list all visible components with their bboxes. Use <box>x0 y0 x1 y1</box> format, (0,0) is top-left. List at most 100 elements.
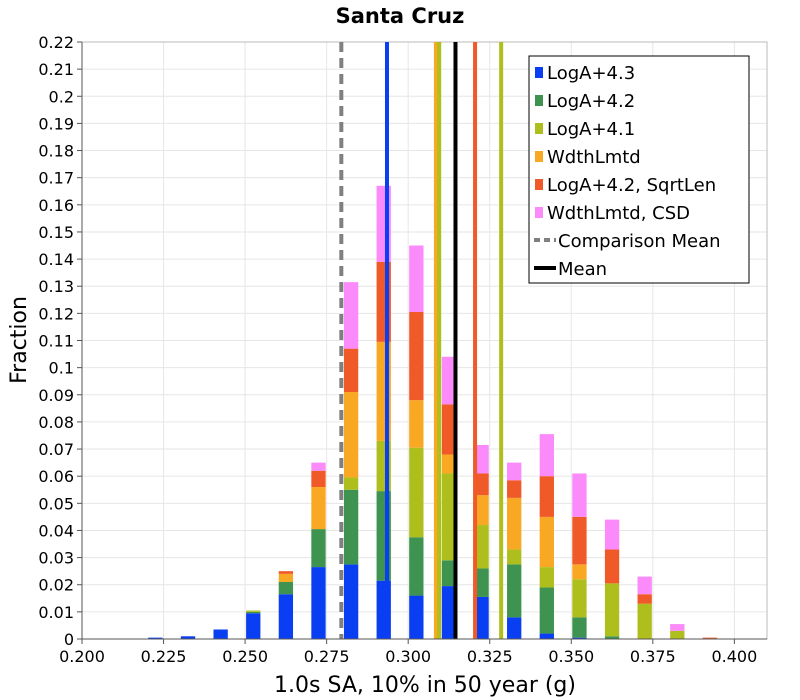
bar-loga-4-2-bin-14 <box>311 529 326 568</box>
y-tick-label-12: 0.12 <box>38 304 74 323</box>
bar-loga-4-1-bin-20 <box>409 447 424 538</box>
bar-loga-4-1-bin-28 <box>539 567 554 588</box>
bar-loga-4-2-bin-22 <box>441 560 457 587</box>
bar-loga-4-2-bin-16 <box>343 489 359 565</box>
y-tick-label-1: 0.01 <box>38 603 74 622</box>
bar-wdthlmtd-csd-bin-32 <box>604 519 620 550</box>
bar-wdthlmtd-csd-bin-36 <box>670 624 685 631</box>
bar-loga-4-2-sqrtlen-bin-30 <box>572 516 587 565</box>
bar-loga-4-2-bin-30 <box>572 617 587 638</box>
y-tick-label-8: 0.08 <box>38 413 74 432</box>
bar-loga-4-1-bin-34 <box>637 603 652 639</box>
y-tick-label-0: 0 <box>64 630 74 649</box>
bar-loga-4-3-bin-26 <box>507 617 522 639</box>
legend-swatch-wdthlmtd-csd <box>535 207 543 218</box>
y-axis-ticks: 0 0.01 0.02 0.03 0.04 0.05 0.06 0.07 0.08 0.09 0.1… <box>38 33 82 649</box>
x-axis-label: 1.0s SA, 10% in 50 year (g) <box>274 673 576 698</box>
bar-wdthlmtd-csd-bin-14 <box>311 462 326 471</box>
y-tick-label-22: 0.22 <box>38 33 74 52</box>
bar-wdthlmtd-bin-22 <box>441 454 457 474</box>
bar-wdthlmtd-csd-bin-24 <box>474 444 489 474</box>
y-tick-label-14: 0.14 <box>38 250 74 269</box>
legend-swatch-loga-4-1 <box>535 123 543 134</box>
bar-loga-4-3-bin-10 <box>246 613 261 639</box>
bar-loga-4-3-bin-12 <box>278 594 294 639</box>
bar-loga-4-2-bin-12 <box>278 582 294 595</box>
legend-swatch-loga-4-2-sqrtlen <box>535 179 543 190</box>
x-tick-label-3: 0.275 <box>304 647 350 666</box>
bar-loga-4-3-bin-6 <box>180 636 196 639</box>
bar-loga-4-2-bin-32 <box>604 636 620 639</box>
bar-loga-4-3-bin-30 <box>572 637 587 639</box>
bar-loga-4-3-bin-22 <box>441 586 457 639</box>
legend-swatch-loga-4-2 <box>535 95 543 106</box>
bar-loga-4-1-bin-22 <box>441 473 457 561</box>
x-tick-label-7: 0.375 <box>630 647 676 666</box>
bar-loga-4-1-bin-36 <box>670 630 685 639</box>
bar-wdthlmtd-bin-28 <box>539 516 554 568</box>
x-axis-ticks: 0.200 0.225 0.250 0.275 0.300 0.325 0.350 0.375… <box>59 639 757 666</box>
bar-loga-4-1-bin-10 <box>246 610 261 612</box>
bar-wdthlmtd-csd-bin-20 <box>409 245 424 313</box>
bar-loga-4-2-sqrtlen-bin-24 <box>474 473 489 496</box>
x-tick-label-0: 0.200 <box>59 647 105 666</box>
x-tick-label-1: 0.225 <box>141 647 187 666</box>
legend: LogA+4.3 LogA+4.2 LogA+4.1 WdthLmtd LogA+4.2… <box>528 55 750 284</box>
bar-loga-4-3-bin-20 <box>409 595 424 639</box>
bar-loga-4-2-sqrtlen-bin-26 <box>507 480 522 498</box>
bars <box>148 185 718 639</box>
bar-wdthlmtd-bin-16 <box>343 392 359 478</box>
y-tick-label-6: 0.06 <box>38 467 74 486</box>
bar-loga-4-1-bin-32 <box>604 583 620 637</box>
y-tick-label-3: 0.03 <box>38 549 74 568</box>
bar-wdthlmtd-csd-bin-22 <box>441 356 457 405</box>
y-tick-label-7: 0.07 <box>38 440 74 459</box>
bar-loga-4-2-bin-10 <box>246 611 261 614</box>
legend-swatch-loga-4-3 <box>535 67 543 78</box>
bar-wdthlmtd-bin-20 <box>409 400 424 448</box>
bar-wdthlmtd-bin-14 <box>311 487 326 530</box>
legend-label-wdthlmtd-csd: WdthLmtd, CSD <box>547 203 690 224</box>
bar-loga-4-3-bin-14 <box>311 567 326 639</box>
y-tick-label-19: 0.19 <box>38 114 74 133</box>
bar-wdthlmtd-bin-24 <box>474 495 489 526</box>
y-tick-label-17: 0.17 <box>38 169 74 188</box>
bar-wdthlmtd-csd-bin-26 <box>507 462 522 481</box>
y-tick-label-11: 0.11 <box>38 332 74 351</box>
bar-wdthlmtd-csd-bin-28 <box>539 434 554 477</box>
x-tick-label-2: 0.250 <box>222 647 268 666</box>
bar-loga-4-3-bin-24 <box>474 596 489 639</box>
bar-loga-4-1-bin-16 <box>343 477 359 490</box>
bar-loga-4-3-bin-8 <box>213 629 228 639</box>
y-tick-label-13: 0.13 <box>38 277 74 296</box>
bar-loga-4-2-sqrtlen-bin-32 <box>604 549 620 584</box>
legend-label-loga-4-3: LogA+4.3 <box>547 63 635 84</box>
chart-title: Santa Cruz <box>336 4 465 28</box>
legend-label-loga-4-2-sqrtlen: LogA+4.2, SqrtLen <box>547 175 716 196</box>
legend-label-mean: Mean <box>558 259 607 280</box>
bar-loga-4-1-bin-24 <box>474 525 489 569</box>
bar-loga-4-2-sqrtlen-bin-38 <box>702 637 718 639</box>
bar-wdthlmtd-csd-bin-16 <box>343 282 359 349</box>
bar-loga-4-2-sqrtlen-bin-12 <box>278 571 294 574</box>
y-tick-label-10: 0.1 <box>49 359 74 378</box>
legend-items: LogA+4.3 LogA+4.2 LogA+4.1 WdthLmtd LogA+4.2… <box>534 63 721 280</box>
legend-label-comparison-mean: Comparison Mean <box>558 231 721 252</box>
legend-box <box>528 55 750 284</box>
bar-wdthlmtd-bin-26 <box>507 497 522 550</box>
y-tick-label-21: 0.21 <box>38 60 74 79</box>
bar-loga-4-2-sqrtlen-bin-22 <box>441 404 457 455</box>
bar-loga-4-3-bin-28 <box>539 633 554 639</box>
bar-wdthlmtd-csd-bin-30 <box>572 473 587 517</box>
y-tick-label-16: 0.16 <box>38 196 74 215</box>
y-tick-label-4: 0.04 <box>38 521 74 540</box>
bar-wdthlmtd-bin-30 <box>572 564 587 580</box>
bar-loga-4-2-bin-20 <box>409 537 424 596</box>
bar-loga-4-2-bin-26 <box>507 564 522 618</box>
y-tick-label-9: 0.09 <box>38 386 74 405</box>
y-tick-label-20: 0.2 <box>49 87 74 106</box>
bar-loga-4-2-sqrtlen-bin-28 <box>539 476 554 517</box>
x-tick-label-6: 0.350 <box>548 647 594 666</box>
x-tick-label-4: 0.300 <box>385 647 431 666</box>
